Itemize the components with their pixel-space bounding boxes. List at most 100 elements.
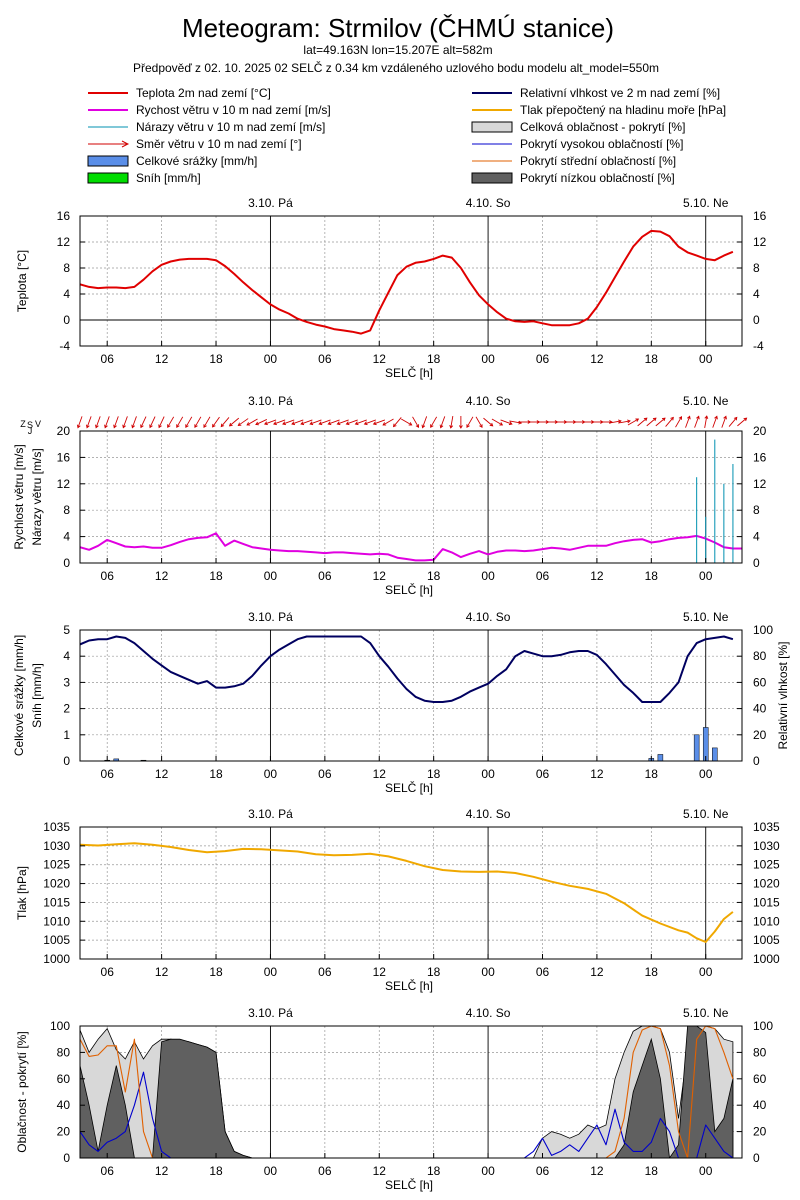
y-axis-label: Rychlost větru [m/s] (12, 444, 26, 549)
wind-dir-arrow (309, 419, 322, 426)
ytick-label: 12 (57, 477, 71, 491)
xtick-label: 06 (318, 1164, 332, 1178)
xtick-label: 00 (481, 569, 495, 583)
wind-dir-arrow (704, 415, 709, 428)
ytick-label-right: 1020 (753, 877, 780, 891)
ytick-label: 1 (63, 728, 70, 742)
wind-dir-arrow-shaft (194, 416, 202, 428)
wind-dir-arrow (421, 416, 428, 429)
legend-label: Pokrytí střední oblačností [%] (520, 154, 676, 168)
xtick-label: 18 (209, 767, 223, 781)
wind-dir-arrow (392, 417, 402, 428)
day-label: 4.10. So (466, 807, 511, 821)
wind-dir-arrow (363, 419, 376, 426)
legend-label: Sníh [mm/h] (136, 171, 201, 185)
xtick-label: 00 (264, 569, 278, 583)
ytick-label-right: 100 (753, 623, 773, 637)
xtick-label: 12 (155, 352, 169, 366)
wind-dir-arrow-head (421, 424, 426, 429)
wind-dir-arrow (627, 418, 640, 426)
xtick-label: 18 (427, 965, 441, 979)
ytick-label: 0 (63, 754, 70, 768)
wind-dir-arrow (430, 416, 438, 428)
plot-frame (79, 826, 743, 960)
wind-dir-arrow-head (354, 421, 359, 426)
ytick-label: 100 (50, 1019, 70, 1033)
xtick-label: 00 (264, 352, 278, 366)
wind-dir-arrow-shaft (393, 417, 402, 427)
xtick-label: 06 (101, 767, 115, 781)
wind-dir-arrow-head (263, 421, 268, 426)
y-axis-label-right: Relativní vlhkost [%] (776, 641, 790, 749)
ytick-label: 80 (57, 1045, 71, 1059)
ytick-label: 1035 (43, 820, 70, 834)
legend-label: Teplota 2m nad zemí [°C] (136, 86, 271, 100)
wind-dir-arrow-shaft (440, 416, 446, 428)
ytick-label-right: 0 (753, 754, 760, 768)
series-line-wind (80, 532, 742, 562)
legend-label: Rychost větru v 10 m nad zemí [m/s] (136, 103, 331, 117)
legend-arrow-head-icon (121, 140, 130, 148)
wind-dir-arrow-head (282, 421, 286, 426)
wind-dir-arrow (336, 419, 349, 426)
xtick-label: 06 (536, 569, 550, 583)
wind-dir-arrow-shaft (255, 419, 267, 425)
ytick-label-right: 1035 (753, 820, 780, 834)
wind-dir-arrow-shaft (401, 418, 412, 426)
day-label: 3.10. Pá (248, 1006, 293, 1020)
day-label: 3.10. Pá (248, 807, 293, 821)
wind-dir-arrow-head (122, 424, 126, 429)
wind-dir-arrow-shaft (655, 417, 666, 427)
ytick-label-right: 80 (753, 649, 767, 663)
compass-j: J (28, 426, 33, 436)
ytick-label-right: 0 (753, 1151, 760, 1165)
xtick-label: 12 (373, 1164, 387, 1178)
wind-dir-arrow-shaft (220, 417, 230, 427)
wind-dir-arrow-head (382, 422, 387, 426)
wind-dir-arrow-head (430, 424, 434, 428)
wind-dir-arrow (685, 415, 691, 428)
legend-label: Tlak přepočtený na hladinu moře [hPa] (520, 103, 726, 117)
xtick-label: 18 (427, 569, 441, 583)
wind-dir-arrow (194, 416, 202, 428)
xtick-label: 06 (101, 965, 115, 979)
legend-swatch-box (87, 155, 129, 167)
ytick-label: 16 (57, 209, 71, 223)
x-axis-label: SELČ [h] (385, 780, 433, 795)
wind-dir-arrow-shaft (158, 416, 165, 428)
ytick-label-right: -4 (753, 339, 764, 353)
wind-dir-arrow-shaft (509, 420, 522, 424)
grid-precip_humidity (80, 630, 742, 761)
ytick-label-right: 20 (753, 1125, 767, 1139)
wind-dir-arrow-head (86, 424, 90, 429)
wind-dir-arrow (149, 416, 156, 429)
legend-label: Pokrytí vysokou oblačností [%] (520, 137, 683, 151)
wind-dir-arrow-head (643, 417, 648, 422)
wind-dir-arrow-shaft (176, 416, 184, 428)
wind-dir-arrow-shaft (382, 418, 394, 426)
ytick-label: 1000 (43, 952, 70, 966)
x-axis-label: SELČ [h] (385, 1177, 433, 1192)
ytick-label: 2 (63, 702, 70, 716)
wind-dir-arrow (466, 416, 474, 428)
wind-dir-arrow-shaft (737, 417, 747, 427)
wind-dir-arrow-head (415, 424, 420, 428)
page-title: Meteogram: Strmilov (ČHMÚ stanice) (182, 13, 614, 43)
ytick-label-right: 60 (753, 1072, 767, 1086)
legend-item-right-0: Relativní vlhkost ve 2 m nad zemí [%] (472, 86, 720, 100)
wind-dir-arrow-head (635, 418, 640, 422)
wind-dir-arrow (449, 416, 454, 429)
series-line-humidity (80, 635, 734, 703)
wind-dir-arrow-shaft (637, 417, 648, 427)
wind-dir-arrow (491, 418, 504, 426)
x-axis-label: SELČ [h] (385, 365, 433, 380)
plot-wind (80, 439, 742, 563)
wind-dir-arrow (475, 416, 483, 428)
wind-dir-arrow (140, 416, 147, 429)
ytick-label: 0 (63, 556, 70, 570)
legend-swatch-box (471, 121, 513, 133)
ytick-label: 1015 (43, 895, 70, 909)
